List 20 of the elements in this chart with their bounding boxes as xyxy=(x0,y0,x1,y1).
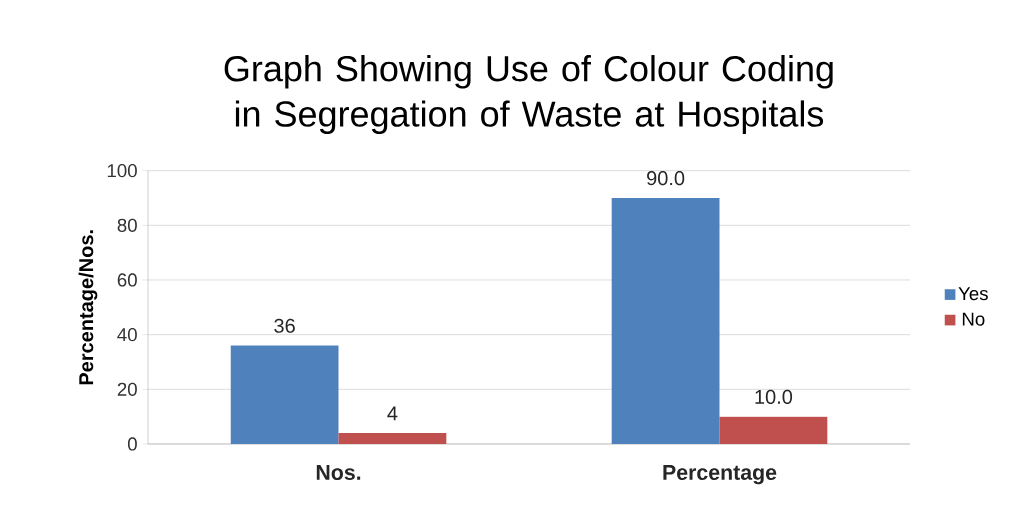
bar xyxy=(611,197,720,444)
legend-label: Yes xyxy=(958,287,988,301)
x-tick-label: Percentage xyxy=(663,465,777,485)
y-tick-label: 100 xyxy=(107,164,137,178)
y-tick-label: 0 xyxy=(127,437,137,451)
data-label: 4 xyxy=(387,406,398,421)
bar xyxy=(230,345,339,444)
data-label: 36 xyxy=(274,318,295,333)
y-tick-label: 80 xyxy=(117,218,137,232)
data-label: 90.0 xyxy=(647,171,685,186)
chart-title: Graph Showing Use of Colour Coding in Segregation of Waste at Hospitals xyxy=(224,55,833,134)
bar xyxy=(719,416,828,444)
y-axis-title: Percentage/Nos. xyxy=(78,230,98,385)
legend-label: No xyxy=(962,312,985,326)
data-label: 10.0 xyxy=(755,389,793,404)
y-tick-label: 40 xyxy=(117,328,137,342)
bar xyxy=(338,433,447,444)
x-tick-label: Nos. xyxy=(316,465,361,480)
y-tick-label: 20 xyxy=(117,382,137,396)
y-tick-label: 60 xyxy=(117,273,137,287)
